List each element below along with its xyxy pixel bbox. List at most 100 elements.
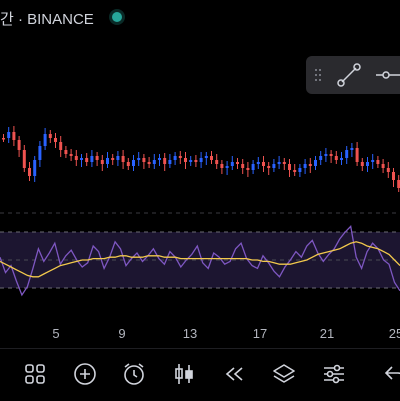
x-tick: 25 — [388, 326, 400, 341]
candle-body — [386, 168, 390, 172]
candle-body — [74, 156, 78, 160]
x-tick: 21 — [319, 326, 335, 341]
candle-body — [236, 162, 239, 164]
candle-body — [163, 158, 167, 164]
candle-body — [38, 146, 42, 160]
candle-body — [230, 162, 234, 166]
drawing-toolbar — [306, 56, 400, 94]
candle-body — [85, 158, 89, 162]
candle-body — [184, 158, 187, 162]
candle-body — [272, 164, 276, 168]
candle-body — [277, 162, 281, 164]
trend-line-icon[interactable] — [334, 60, 364, 90]
candlestick-series — [2, 126, 400, 192]
candle-body — [241, 164, 245, 168]
candle-body — [308, 164, 312, 166]
candle-body — [178, 156, 182, 158]
candle-body — [381, 164, 385, 168]
candle-body — [189, 160, 193, 162]
candle-body — [100, 160, 104, 164]
candle-body — [168, 160, 172, 164]
candle-body — [64, 150, 68, 154]
candle-body — [334, 156, 338, 160]
candle-body — [366, 162, 369, 166]
undo-icon[interactable] — [382, 361, 400, 387]
candle-body — [12, 132, 16, 140]
candle-body — [90, 156, 94, 162]
candle-body — [121, 156, 125, 162]
x-tick: 17 — [252, 326, 268, 341]
candle-body — [116, 156, 120, 160]
alarm-icon[interactable] — [121, 361, 147, 387]
x-tick: 9 — [118, 326, 126, 341]
candle-body — [324, 154, 328, 156]
candle-body — [132, 160, 135, 166]
candle-body — [215, 160, 219, 164]
horizontal-ray-icon[interactable] — [372, 60, 400, 90]
candle-body — [210, 156, 213, 160]
candle-body — [288, 164, 291, 170]
drag-handle-icon[interactable] — [314, 68, 322, 82]
candle-body — [137, 158, 141, 160]
candle-body — [329, 154, 333, 156]
candle-body — [126, 162, 130, 166]
candle-body — [319, 156, 323, 160]
candle-body — [225, 166, 229, 168]
candle-body — [152, 160, 156, 164]
candle-body — [147, 162, 151, 164]
candle-body — [371, 160, 375, 162]
candle-body — [267, 166, 271, 168]
symbol-title[interactable]: 간 · BINANCE — [0, 11, 94, 28]
add-icon[interactable] — [72, 361, 98, 387]
layers-icon[interactable] — [271, 361, 297, 387]
candle-body — [256, 162, 260, 164]
candle-body — [293, 170, 297, 172]
candle-body — [173, 156, 177, 160]
candle-body — [80, 158, 83, 160]
market-status-dot — [112, 12, 122, 22]
candle-body — [376, 160, 380, 164]
candle-body — [95, 156, 99, 160]
candle-body — [199, 158, 203, 162]
candle-body — [282, 162, 286, 164]
rsi-line — [0, 225, 400, 297]
bottom-toolbar — [0, 348, 400, 401]
candle-body — [48, 134, 52, 138]
candle-body — [7, 132, 11, 138]
candle-body — [298, 168, 302, 172]
x-tick: 13 — [182, 326, 198, 341]
x-tick: 5 — [52, 326, 60, 341]
candle-body — [220, 164, 224, 168]
candle-body — [106, 158, 109, 164]
candles-icon[interactable] — [171, 361, 197, 387]
candle-body — [2, 138, 5, 140]
candle-body — [345, 150, 349, 158]
rsi-ma-line — [0, 241, 400, 278]
candle-body — [360, 162, 364, 166]
candle-body — [340, 158, 343, 160]
candle-body — [158, 158, 161, 160]
candle-body — [33, 160, 37, 176]
candle-body — [355, 148, 359, 162]
candle-body — [43, 134, 47, 146]
candle-body — [246, 168, 250, 170]
candle-body — [392, 172, 395, 180]
candle-body — [28, 168, 31, 176]
grid-icon[interactable] — [22, 361, 48, 387]
candle-body — [397, 180, 400, 188]
candle-body — [22, 150, 26, 168]
candle-body — [17, 140, 21, 150]
candle-body — [59, 142, 63, 150]
settings-sliders-icon[interactable] — [321, 361, 347, 387]
candle-body — [314, 160, 317, 166]
candle-body — [204, 156, 208, 158]
candle-body — [251, 164, 255, 170]
candle-body — [262, 162, 265, 166]
candle-body — [69, 154, 73, 156]
rewind-icon[interactable] — [221, 361, 247, 387]
candle-body — [54, 138, 57, 142]
candle-body — [194, 160, 198, 162]
candle-body — [142, 158, 146, 162]
candle-body — [303, 164, 307, 168]
